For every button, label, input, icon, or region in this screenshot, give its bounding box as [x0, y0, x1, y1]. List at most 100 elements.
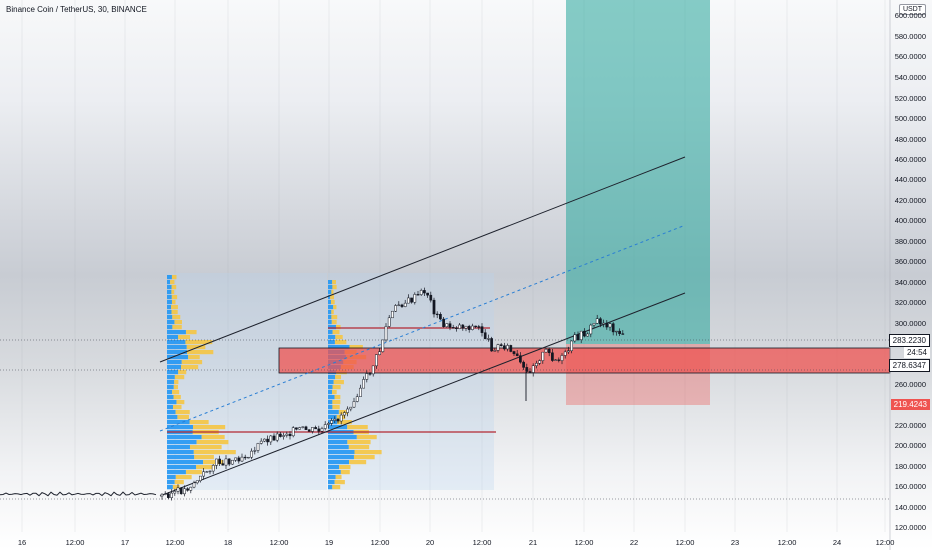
volume-bar-down — [334, 395, 341, 400]
volume-bar-down — [332, 285, 337, 290]
volume-bar-down — [196, 465, 215, 470]
candle-body — [176, 487, 180, 492]
candle-body — [189, 486, 193, 491]
candle-body — [208, 470, 212, 473]
volume-bar-up — [328, 465, 340, 470]
volume-bar-down — [332, 385, 341, 390]
volume-bar-down — [335, 475, 342, 480]
volume-bar-up — [167, 455, 195, 460]
volume-bar-down — [174, 375, 185, 380]
volume-bar-up — [167, 370, 179, 375]
candle-body — [451, 327, 455, 329]
price-axis-tick: 380.0000 — [894, 237, 926, 246]
volume-bar-down — [174, 480, 184, 485]
volume-bar-down — [333, 305, 337, 310]
candle-body — [455, 327, 458, 329]
candle-body — [211, 465, 215, 472]
candle-body — [250, 450, 253, 458]
candle-body — [483, 332, 487, 340]
volume-bar-down — [203, 460, 224, 465]
profit-target-zone[interactable] — [566, 0, 710, 344]
currency-badge[interactable]: USDT — [898, 4, 926, 15]
candle-body — [528, 371, 532, 373]
volume-bar-down — [189, 445, 222, 450]
candle-body — [400, 304, 404, 307]
candle-body — [173, 491, 177, 494]
demand-zone-rectangle[interactable] — [278, 347, 891, 374]
volume-bar-up — [328, 305, 334, 310]
candle-body — [179, 487, 183, 495]
countdown-label: 24:54 — [903, 347, 930, 358]
candle-body — [298, 427, 301, 430]
volume-bar-down — [171, 300, 176, 305]
time-axis-tick: 18 — [223, 538, 233, 547]
volume-bar-down — [335, 335, 343, 340]
price-axis-tick: 420.0000 — [894, 196, 926, 205]
volume-bar-up — [167, 445, 190, 450]
volume-bar-up — [167, 330, 186, 335]
volume-bar-down — [332, 400, 341, 405]
candle-body — [375, 354, 378, 367]
volume-bar-up — [167, 320, 175, 325]
volume-bar-up — [167, 315, 173, 320]
price-axis-tick: 140.0000 — [894, 503, 926, 512]
channel-mid-line[interactable] — [159, 225, 684, 432]
candle-body — [541, 351, 545, 361]
volume-bar-up — [167, 295, 172, 300]
channel-lower-line[interactable] — [159, 292, 686, 497]
volume-bar-up — [328, 450, 355, 455]
candle-body — [458, 324, 461, 329]
volume-bar-up — [328, 445, 349, 450]
candle-body — [525, 367, 529, 372]
candle-body — [407, 297, 410, 304]
volume-bar-down — [171, 305, 178, 310]
volume-bar-up — [167, 460, 204, 465]
candle-body — [445, 323, 449, 327]
candle-body — [490, 338, 493, 352]
volume-bar-up — [167, 305, 172, 310]
candle-body — [618, 330, 621, 334]
volume-bar-down — [348, 445, 370, 450]
volume-bar-up — [328, 400, 333, 405]
candle-body — [304, 426, 308, 430]
candle-body — [192, 482, 196, 488]
candle-body — [448, 323, 452, 328]
volume-bar-down — [331, 310, 334, 315]
volume-bar-down — [171, 275, 177, 280]
volume-bar-down — [185, 330, 197, 335]
candle-body — [464, 325, 468, 329]
volume-bar-down — [333, 380, 344, 385]
volume-bar-up — [328, 485, 333, 490]
candle-body — [519, 355, 522, 363]
volume-bar-down — [170, 280, 175, 285]
volume-bar-up — [167, 470, 186, 475]
candle-body — [163, 493, 167, 495]
channel-upper-line[interactable] — [159, 156, 686, 363]
candle-body — [461, 324, 465, 329]
time-axis-tick: 12:00 — [65, 538, 85, 547]
volume-bar-down — [175, 410, 190, 415]
volume-bar-down — [173, 405, 182, 410]
volume-bar-up — [328, 325, 337, 330]
volume-bar-up — [167, 365, 181, 370]
price-axis-tick: 180.0000 — [894, 462, 926, 471]
volume-bar-up — [328, 375, 336, 380]
volume-bar-up — [328, 335, 336, 340]
price-candles[interactable] — [160, 287, 625, 501]
volume-bar-up — [328, 285, 333, 290]
candle-body — [419, 290, 423, 295]
candle-body — [589, 324, 593, 335]
price-axis-tick: 400.0000 — [894, 216, 926, 225]
volume-bar-up — [167, 300, 172, 305]
volume-bar-down — [171, 290, 175, 295]
volume-bar-up — [167, 450, 194, 455]
volume-bar-down — [171, 285, 177, 290]
chart-title[interactable]: Binance Coin / TetherUS, 30, BINANCE — [6, 5, 147, 14]
volume-bar-down — [330, 295, 335, 300]
time-axis-tick: 20 — [425, 538, 435, 547]
candle-body — [615, 330, 618, 333]
candle-body — [282, 435, 285, 437]
volume-bar-up — [167, 480, 175, 485]
